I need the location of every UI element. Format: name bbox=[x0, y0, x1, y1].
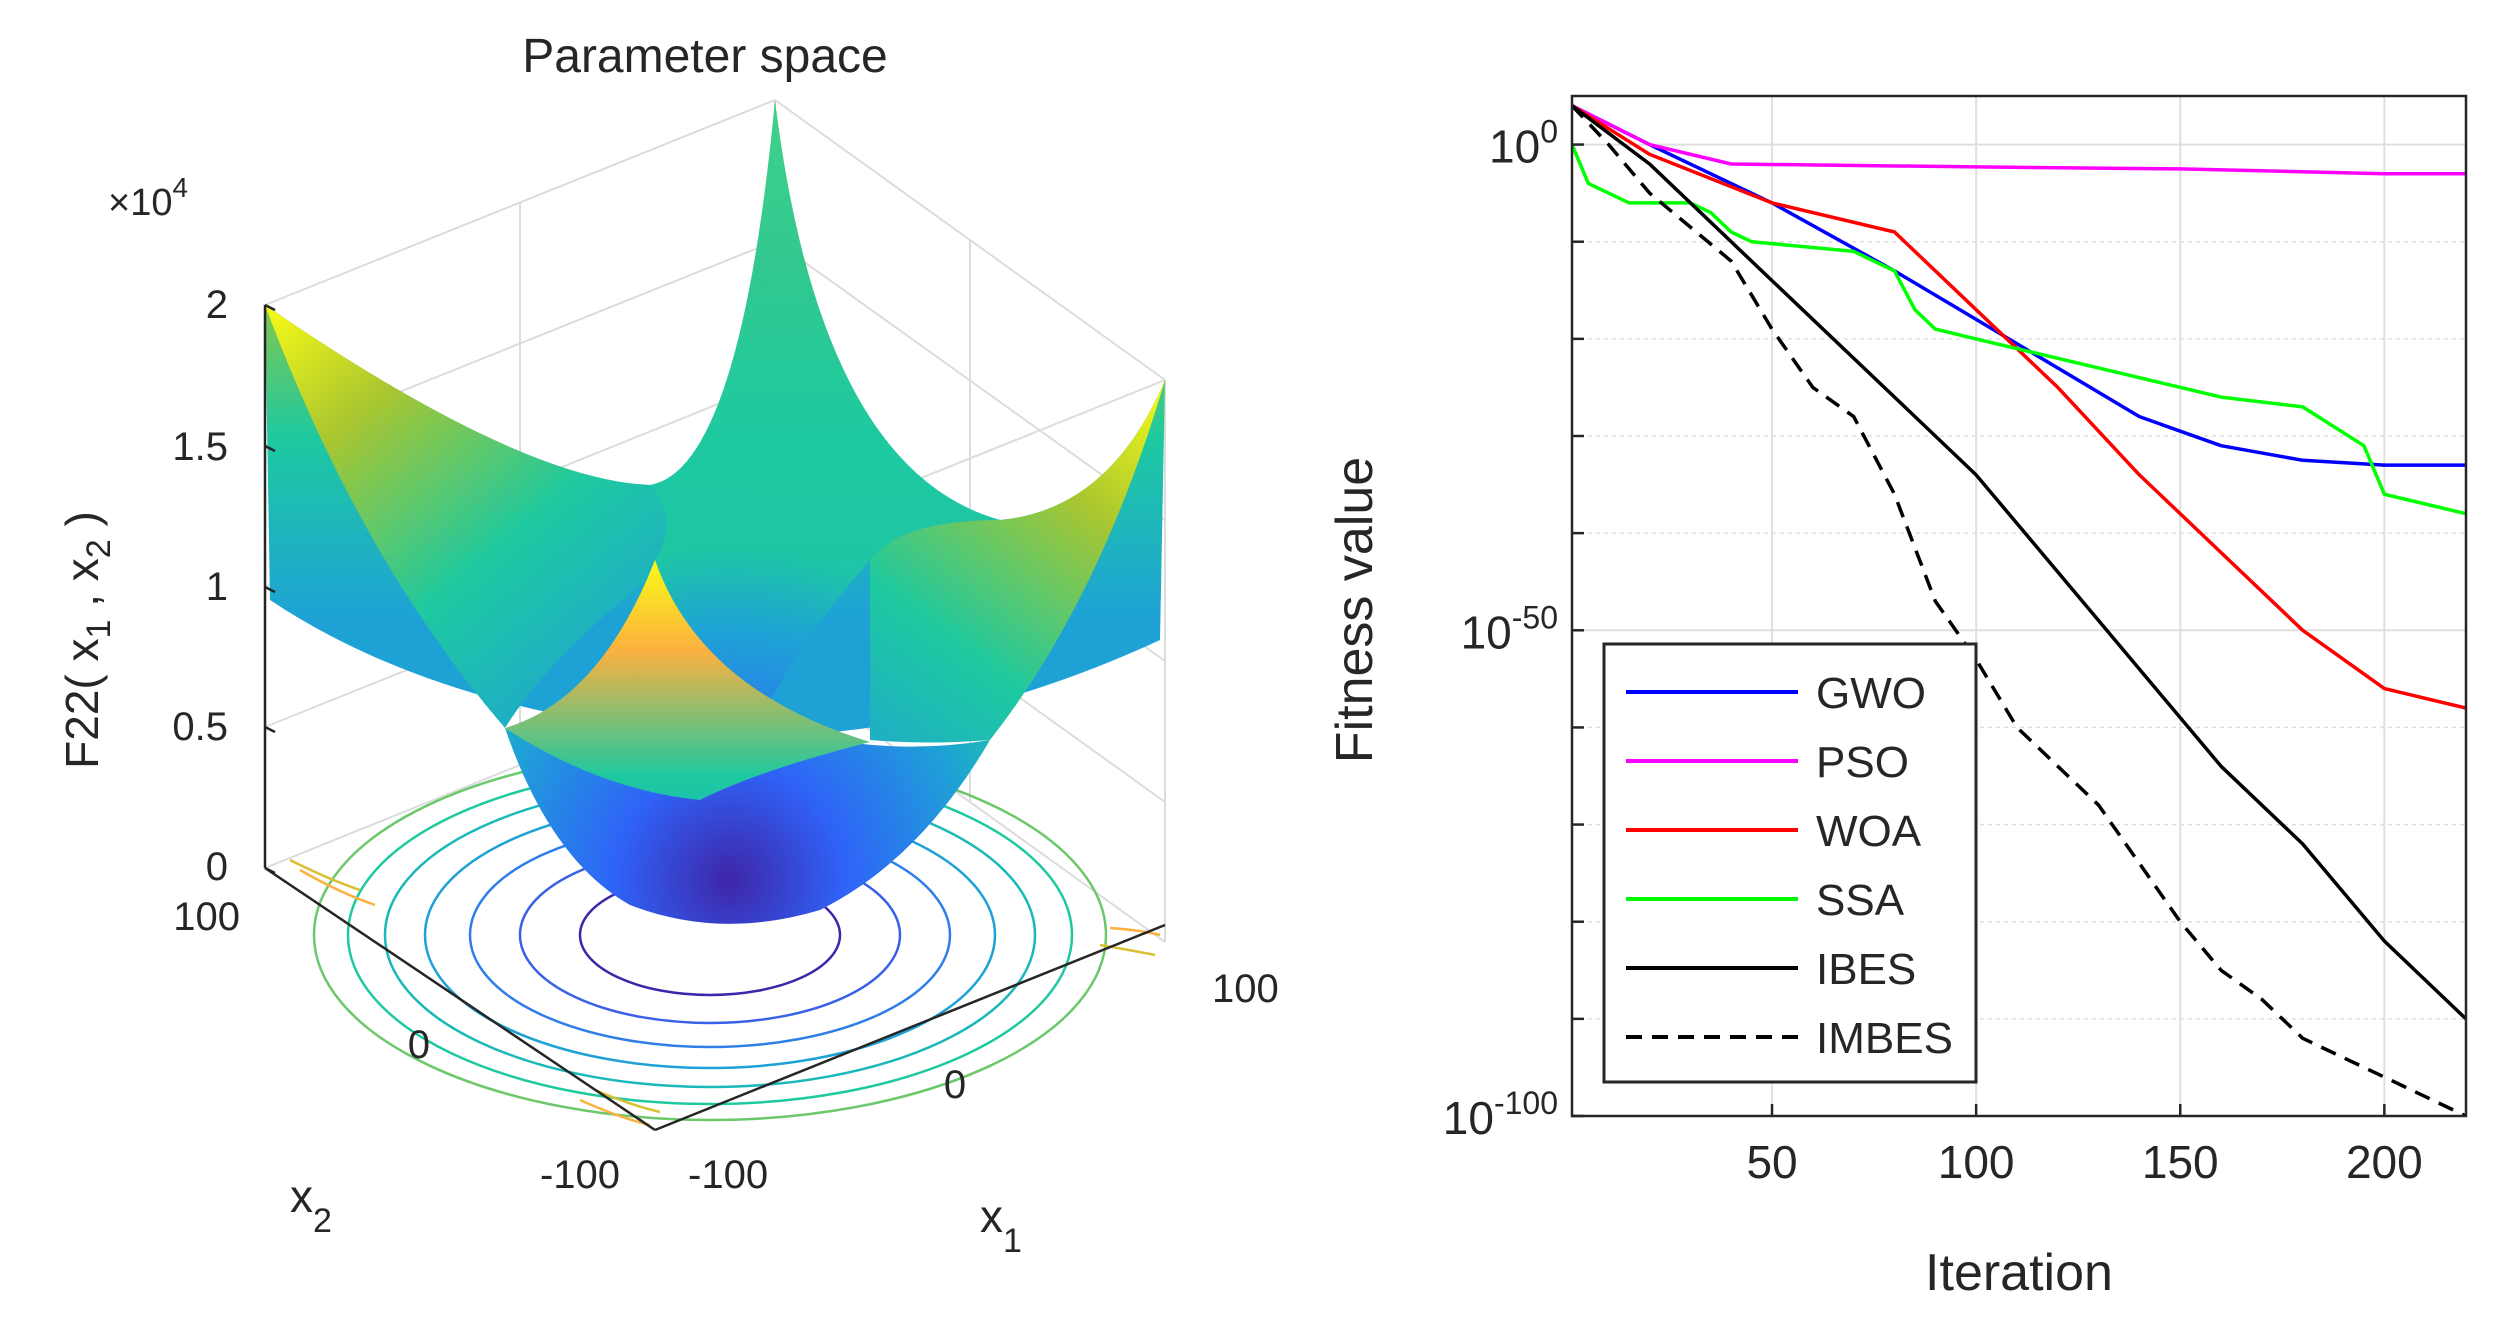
legend-label-pso: PSO bbox=[1816, 738, 1909, 787]
series-line-ibes bbox=[1572, 104, 2466, 1021]
y-tick-base: 10 bbox=[1461, 606, 1512, 658]
line-y-tick-label: 10-100 bbox=[1443, 1085, 1558, 1144]
surface-title: Parameter space bbox=[522, 30, 888, 83]
surface-z-tick: 2 bbox=[206, 283, 228, 327]
surface-left-wing bbox=[265, 305, 700, 728]
legend-label-woa: WOA bbox=[1816, 807, 1922, 856]
surface-z-multiplier: ×104 bbox=[108, 172, 188, 224]
legend-label-ibes: IBES bbox=[1816, 945, 1916, 994]
y-tick-exponent: 0 bbox=[1540, 114, 1558, 150]
surface-z-multiplier-base: ×10 bbox=[108, 182, 172, 224]
line-axes-box bbox=[1570, 94, 2468, 1118]
series-line-woa bbox=[1572, 104, 2466, 710]
surface-x-tick: 100 bbox=[1212, 967, 1279, 1011]
line-x-label: Iteration bbox=[1925, 1244, 2113, 1302]
surface-z-tick: 1.5 bbox=[172, 425, 228, 469]
surface-z-tick: 0 bbox=[206, 845, 228, 889]
surface-z-multiplier-exp: 4 bbox=[172, 172, 188, 203]
line-legend: GWO PSO WOA SSA IBES IMBES bbox=[1602, 642, 1978, 1084]
y-tick-exponent: -100 bbox=[1494, 1085, 1558, 1121]
surface-panel: Parameter space bbox=[56, 30, 1279, 1260]
line-y-label: Fitness value bbox=[1326, 457, 1384, 763]
y-tick-base: 10 bbox=[1443, 1092, 1494, 1144]
line-x-tick-label: 200 bbox=[2346, 1136, 2423, 1188]
surface-z-tick: 0.5 bbox=[172, 705, 228, 749]
surface-z-label: F22( x1 , x2 ) bbox=[56, 511, 118, 769]
surface-x-tick: -100 bbox=[688, 1153, 768, 1197]
line-x-tick-label: 150 bbox=[2142, 1136, 2219, 1188]
legend-label-gwo: GWO bbox=[1816, 669, 1926, 718]
legend-label-ssa: SSA bbox=[1816, 876, 1905, 925]
surface-axes-lines bbox=[263, 305, 1166, 1132]
surface-y-tick: 0 bbox=[408, 1023, 430, 1067]
line-series-layer bbox=[1572, 104, 2466, 1116]
surface-x-label: x1 bbox=[980, 1190, 1022, 1260]
surface-y-tick: 100 bbox=[173, 895, 240, 939]
surface-y-tick: -100 bbox=[540, 1153, 620, 1197]
line-x-tick-label: 50 bbox=[1746, 1136, 1797, 1188]
legend-label-imbes: IMBES bbox=[1816, 1014, 1953, 1063]
y-tick-base: 10 bbox=[1489, 121, 1540, 173]
y-tick-exponent: -50 bbox=[1512, 599, 1558, 635]
series-line-pso bbox=[1572, 104, 2466, 176]
legend-box bbox=[1602, 642, 1978, 1084]
line-y-tick-label: 100 bbox=[1489, 114, 1558, 173]
line-y-tick-label: 10-50 bbox=[1461, 599, 1558, 658]
surface-right-wing bbox=[870, 380, 1165, 743]
surface-bowl-upper bbox=[650, 100, 1000, 720]
surface-z-tick: 1 bbox=[206, 565, 228, 609]
series-line-ssa bbox=[1572, 143, 2466, 516]
series-line-gwo bbox=[1572, 104, 2466, 467]
series-line-imbes bbox=[1572, 104, 2466, 1116]
surface-front-peak bbox=[505, 560, 870, 800]
surface-x-tick: 0 bbox=[944, 1063, 966, 1107]
surface-y-label: x2 bbox=[290, 1170, 332, 1240]
line-x-tick-label: 100 bbox=[1938, 1136, 2015, 1188]
legend-items: GWO PSO WOA SSA IBES IMBES bbox=[1626, 669, 1953, 1063]
surface-z-tickmarks bbox=[264, 303, 276, 875]
